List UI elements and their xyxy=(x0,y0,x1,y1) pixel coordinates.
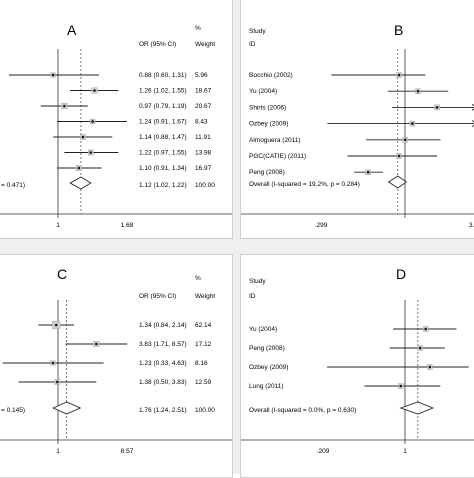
study-point-estimate xyxy=(397,73,401,77)
forest-plot-panel-b: B Study ID Overall (I-squared = 19.2%, p… xyxy=(240,0,474,239)
panel-letter: D xyxy=(396,266,406,282)
study-label: Peng (2008) xyxy=(249,169,285,176)
study-ci-text: 1.10 (0.91, 1.34) xyxy=(139,165,187,172)
study-weight: 8.43 xyxy=(195,119,208,126)
study-ci-text: 1.34 (0.84, 2.14) xyxy=(139,322,187,329)
header-percent: % xyxy=(195,25,201,32)
header-or-ci: OR (95% CI) xyxy=(139,293,176,300)
study-ci-text: 1.14 (0.88, 1.47) xyxy=(139,134,187,141)
forest-plot-a-svg: A % OR (95% CI) Weight = 0.471) 1.12 (1.… xyxy=(0,22,232,229)
header-percent: % xyxy=(195,275,201,282)
study-point-estimate xyxy=(411,122,414,125)
study-point-estimate xyxy=(366,170,370,174)
study-weight: 11.91 xyxy=(195,134,211,141)
overall-diamond xyxy=(69,176,92,190)
panel-letter: C xyxy=(57,266,67,282)
study-weight: 18.67 xyxy=(195,88,212,95)
study-label: Bocchio (2002) xyxy=(249,72,293,79)
study-ci-text: 1.22 (0.97, 1.55) xyxy=(139,150,187,157)
study-weight: 17.12 xyxy=(195,341,212,348)
overall-diamond xyxy=(399,401,435,415)
study-point-estimate xyxy=(51,73,55,77)
x-tick-label: 3. xyxy=(469,222,474,229)
study-label: Yu (2004) xyxy=(249,326,277,333)
study-ci-text: 3.83 (1.71, 8.57) xyxy=(139,341,187,348)
study-label: Lung (2011) xyxy=(249,383,284,390)
study-ci-text: 1.24 (0.91, 1.67) xyxy=(139,119,187,126)
study-ci-text: 1.23 (0.33, 4.63) xyxy=(139,360,187,367)
header-id: ID xyxy=(249,41,256,48)
x-tick-label: 1 xyxy=(403,448,407,455)
study-point-estimate xyxy=(51,361,55,365)
header-study: Study xyxy=(249,28,266,35)
study-point-estimate xyxy=(91,120,94,123)
study-point-estimate xyxy=(435,106,439,109)
overall-diamond xyxy=(52,401,82,415)
header-study: Study xyxy=(249,278,266,285)
panel-letter: A xyxy=(67,22,77,38)
study-point-estimate xyxy=(56,380,59,384)
study-point-estimate xyxy=(424,327,427,331)
overall-weight: 100.00 xyxy=(195,182,215,189)
study-point-estimate xyxy=(63,104,66,108)
overall-weight: 100.00 xyxy=(195,407,215,414)
overall-ci-text: 1.12 (1.02, 1.22) xyxy=(139,182,187,189)
study-weight: 5.96 xyxy=(195,72,208,79)
forest-plot-b-svg: B Study ID Overall (I-squared = 19.2%, p… xyxy=(241,22,474,229)
study-label: Almoguera (2011) xyxy=(249,137,301,144)
study-ci-text: 0.97 (0.79, 1.19) xyxy=(139,103,187,110)
x-tick-label: 1 xyxy=(56,222,60,229)
study-point-estimate xyxy=(416,89,420,93)
x-tick-label: 1.68 xyxy=(121,222,134,229)
panel-letter: B xyxy=(394,22,403,38)
study-weight: 12.59 xyxy=(195,379,212,386)
overall-diamond xyxy=(387,175,408,189)
pooled-label: = 0.145) xyxy=(1,407,25,414)
study-point-estimate xyxy=(403,138,407,142)
x-tick-label: .299 xyxy=(315,222,328,229)
study-ci-text: 1.26 (1.02, 1.55) xyxy=(139,88,187,95)
forest-plot-panel-c: C % OR (95% CI) Weight = 0.145) 1.76 (1.… xyxy=(0,254,233,478)
study-point-estimate xyxy=(95,342,98,346)
study-point-estimate xyxy=(89,151,93,154)
pooled-label: = 0.471) xyxy=(1,182,25,189)
study-ci-text: 1.38 (0.50, 3.83) xyxy=(139,379,187,386)
forest-plot-d-svg: D Study ID Overall (I-squared = 0.0%, p … xyxy=(241,266,474,455)
study-label: Yu (2004) xyxy=(249,88,277,95)
study-point-estimate xyxy=(418,346,422,350)
header-id: ID xyxy=(249,293,256,300)
study-weight: 8.16 xyxy=(195,360,208,367)
x-tick-label: .209 xyxy=(317,448,330,455)
header-weight: Weight xyxy=(195,41,215,48)
study-label: Peng (2008) xyxy=(249,345,285,352)
overall-label: Overall (I-squared = 0.0%, p = 0.630) xyxy=(249,407,356,414)
panel-separator-vertical xyxy=(232,0,240,474)
study-label: Ozbey (2009) xyxy=(249,364,288,371)
study-weight: 16.97 xyxy=(195,165,212,172)
study-weight: 20.67 xyxy=(195,103,212,110)
overall-ci-text: 1.76 (1.24, 2.51) xyxy=(139,407,187,414)
forest-plot-panel-d: D Study ID Overall (I-squared = 0.0%, p … xyxy=(240,254,474,478)
study-point-estimate xyxy=(428,365,432,369)
study-point-estimate xyxy=(77,166,81,170)
study-point-estimate xyxy=(399,384,403,388)
forest-plot-panel-a: A % OR (95% CI) Weight = 0.471) 1.12 (1.… xyxy=(0,0,233,239)
overall-label: Overall (I-squared = 19.2%, p = 0.284) xyxy=(249,181,360,188)
study-weight: 13.98 xyxy=(195,150,212,157)
study-label: Ozbey (2009) xyxy=(249,121,288,128)
study-label: PGC(CATIE) (2011) xyxy=(249,153,306,160)
study-point-estimate xyxy=(93,89,96,92)
header-or-ci: OR (95% CI) xyxy=(139,41,176,48)
forest-plot-c-svg: C % OR (95% CI) Weight = 0.145) 1.76 (1.… xyxy=(0,266,232,455)
header-weight: Weight xyxy=(195,293,215,300)
study-point-estimate xyxy=(81,135,85,139)
study-point-estimate xyxy=(54,323,58,327)
study-label: Shirts (2006) xyxy=(249,104,286,111)
study-ci-text: 0.88 (0.60, 1.31) xyxy=(139,72,187,79)
study-point-estimate xyxy=(397,154,401,158)
x-tick-label: 8.57 xyxy=(121,448,134,455)
x-tick-label: 1 xyxy=(56,448,60,455)
study-weight: 62.14 xyxy=(195,322,212,329)
